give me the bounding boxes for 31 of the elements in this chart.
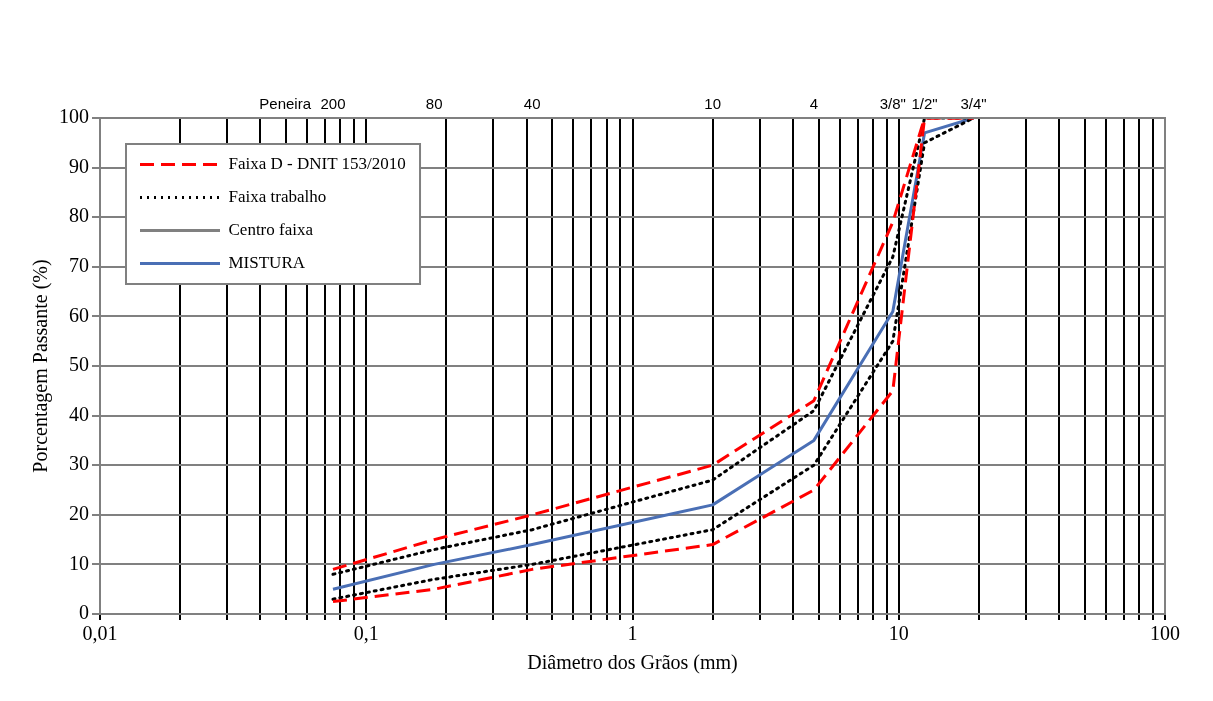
text: 3/4" [960, 94, 987, 112]
y-axis-title: Porcentagem Passante (%) [29, 259, 53, 473]
legend-label: MISTURA [228, 252, 306, 272]
text: Peneira [259, 94, 312, 112]
y-tick-label: 30 [69, 452, 89, 475]
legend-label: Faixa trabalho [228, 186, 327, 206]
x-tick-label: 100 [1150, 622, 1180, 645]
y-tick-label: 80 [69, 204, 89, 227]
y-tick-label: 90 [69, 154, 89, 177]
text: 80 [425, 94, 443, 112]
text: 3/8" [879, 94, 906, 112]
x-tick-label: 0,01 [82, 622, 118, 645]
x-tick-label: 1 [627, 622, 638, 645]
y-tick-label: 0 [79, 601, 89, 624]
text: 10 [704, 94, 721, 112]
text: 4 [809, 94, 819, 112]
y-tick-label: 70 [69, 254, 89, 277]
y-tick-label: 40 [69, 402, 89, 425]
x-axis-title: Diâmetro dos Grãos (mm) [527, 651, 738, 675]
legend-label: Centro faixa [228, 219, 314, 239]
legend-label: Faixa D - DNIT 153/2010 [228, 153, 406, 173]
text: 40 [523, 94, 541, 112]
y-tick-label: 10 [69, 551, 89, 574]
text: 1/2" [911, 94, 938, 112]
y-tick-label: 50 [69, 353, 89, 376]
y-tick-label: 100 [59, 105, 89, 128]
x-tick-label: 10 [888, 622, 909, 645]
y-tick-label: 20 [69, 502, 89, 525]
text: 200 [320, 94, 346, 112]
x-tick-label: 0,1 [353, 622, 379, 645]
y-tick-label: 60 [69, 303, 89, 326]
